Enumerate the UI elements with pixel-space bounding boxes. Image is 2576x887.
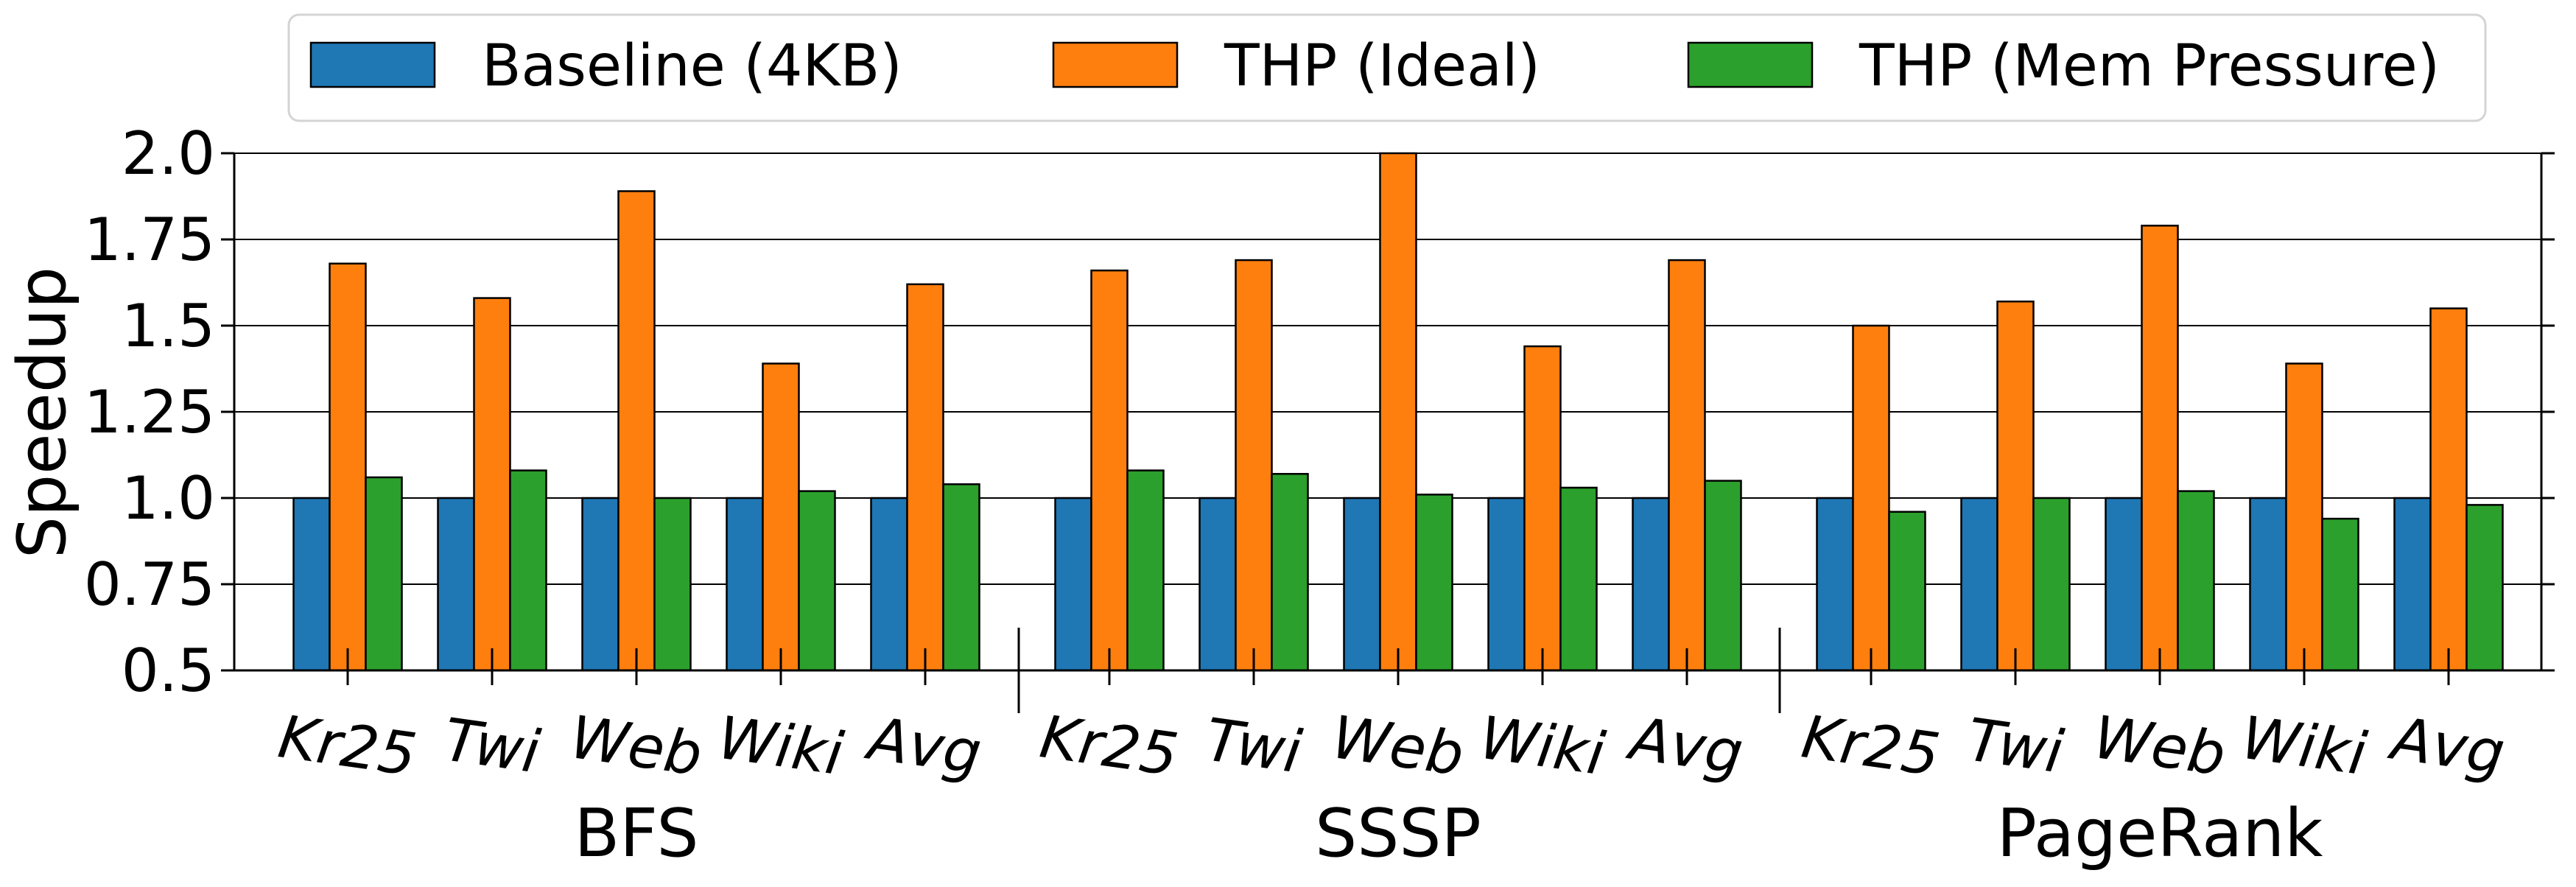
- bar-sssp-kr25-series-0: [1054, 497, 1092, 672]
- legend-swatch-1: [1052, 41, 1179, 88]
- bar-bfs-avg-series-0: [870, 497, 908, 672]
- x-tick-label: Avg: [861, 704, 986, 788]
- bar-sssp-wiki-series-0: [1487, 497, 1526, 672]
- legend-entry-0: Baseline (4KB): [482, 33, 902, 99]
- bar-bfs-kr25-series-0: [292, 497, 331, 672]
- x-tick-label: Avg: [2384, 704, 2509, 788]
- x-tick-label: Wiki: [714, 704, 847, 789]
- x-tick-label: Kr25: [1798, 702, 1944, 789]
- bar-bfs-wiki-series-1: [762, 362, 800, 672]
- y-axis-label: Speedup: [4, 267, 81, 558]
- bar-sssp-web-series-0: [1343, 497, 1381, 672]
- bar-bfs-web-series-0: [581, 497, 620, 672]
- y-tick-label: 1.75: [84, 206, 215, 274]
- bar-sssp-wiki-series-1: [1523, 345, 1562, 672]
- bar-pagerank-avg-series-0: [2393, 497, 2432, 672]
- bar-pagerank-twi-series-0: [1960, 497, 1998, 672]
- x-tick-label: Twi: [1963, 705, 2068, 786]
- bar-bfs-wiki-series-0: [726, 497, 764, 672]
- x-tick-label: Avg: [1623, 704, 1747, 788]
- bar-sssp-avg-series-0: [1632, 497, 1670, 672]
- bar-bfs-twi-series-1: [473, 297, 511, 672]
- x-tick-label: Web: [2089, 703, 2229, 789]
- bar-pagerank-wiki-series-1: [2285, 362, 2323, 672]
- bar-sssp-web-series-2: [1415, 494, 1453, 672]
- x-tick-label: Kr25: [275, 702, 421, 789]
- bar-sssp-avg-series-1: [1668, 259, 1706, 672]
- bar-bfs-twi-series-2: [509, 469, 547, 672]
- bar-pagerank-kr25-series-2: [1888, 511, 1926, 672]
- y-tick-label: 2.0: [122, 119, 215, 188]
- bar-bfs-wiki-series-2: [798, 490, 836, 672]
- bar-sssp-kr25-series-1: [1090, 269, 1129, 672]
- bar-pagerank-wiki-series-2: [2321, 517, 2359, 672]
- bar-sssp-twi-series-2: [1271, 472, 1309, 672]
- bar-pagerank-twi-series-2: [2032, 497, 2071, 672]
- bar-pagerank-kr25-series-0: [1816, 497, 1854, 672]
- y-tick-label: 0.5: [122, 637, 215, 705]
- bar-pagerank-kr25-series-1: [1852, 324, 1890, 672]
- legend-swatch-0: [309, 41, 436, 88]
- x-tick-label: Twi: [440, 705, 544, 786]
- bar-sssp-kr25-series-2: [1126, 469, 1165, 672]
- bar-pagerank-avg-series-1: [2429, 307, 2468, 672]
- bar-pagerank-twi-series-1: [1996, 300, 2035, 672]
- y-tick-label: 1.25: [84, 378, 215, 446]
- x-tick-label: Wiki: [2237, 704, 2370, 789]
- bar-pagerank-web-series-2: [2177, 490, 2215, 672]
- bar-pagerank-avg-series-2: [2466, 504, 2504, 672]
- bar-pagerank-web-series-0: [2105, 497, 2143, 672]
- y-tick-label: 0.75: [84, 550, 215, 619]
- x-tick-label: Wiki: [1475, 704, 1609, 789]
- group-label-sssp: SSSP: [1315, 795, 1481, 872]
- x-tick-label: Twi: [1201, 705, 1306, 786]
- x-tick-label: Web: [1327, 703, 1467, 789]
- bar-bfs-web-series-2: [653, 497, 692, 672]
- bar-bfs-twi-series-0: [437, 497, 475, 672]
- y-tick-label: 1.0: [122, 464, 215, 533]
- bar-bfs-avg-series-1: [906, 283, 944, 672]
- bar-sssp-avg-series-2: [1704, 480, 1742, 672]
- bar-sssp-wiki-series-2: [1559, 486, 1598, 672]
- axes: [221, 152, 2555, 713]
- bar-pagerank-wiki-series-0: [2249, 497, 2287, 672]
- bar-bfs-web-series-1: [617, 190, 656, 672]
- bar-pagerank-web-series-1: [2141, 225, 2179, 672]
- legend-frame: [287, 13, 2487, 122]
- legend-entry-1: THP (Ideal): [1224, 33, 1540, 99]
- bar-sssp-web-series-1: [1379, 152, 1417, 672]
- bar-bfs-kr25-series-1: [329, 262, 367, 672]
- group-label-bfs: BFS: [574, 795, 698, 872]
- bar-bfs-avg-series-2: [942, 483, 980, 672]
- bar-sssp-twi-series-0: [1198, 497, 1237, 672]
- x-tick-label: Web: [566, 703, 706, 789]
- legend: Baseline (4KB) THP (Ideal) THP (Mem Pressu…: [287, 13, 2487, 122]
- group-label-pagerank: PageRank: [1997, 795, 2323, 872]
- bar-sssp-twi-series-1: [1235, 259, 1273, 672]
- y-tick-label: 1.5: [122, 292, 215, 360]
- legend-swatch-2: [1687, 41, 1814, 88]
- legend-entry-2: THP (Mem Pressure): [1859, 33, 2440, 99]
- x-tick-label: Kr25: [1036, 702, 1182, 789]
- bar-bfs-kr25-series-2: [365, 476, 403, 672]
- bars: [292, 152, 2504, 672]
